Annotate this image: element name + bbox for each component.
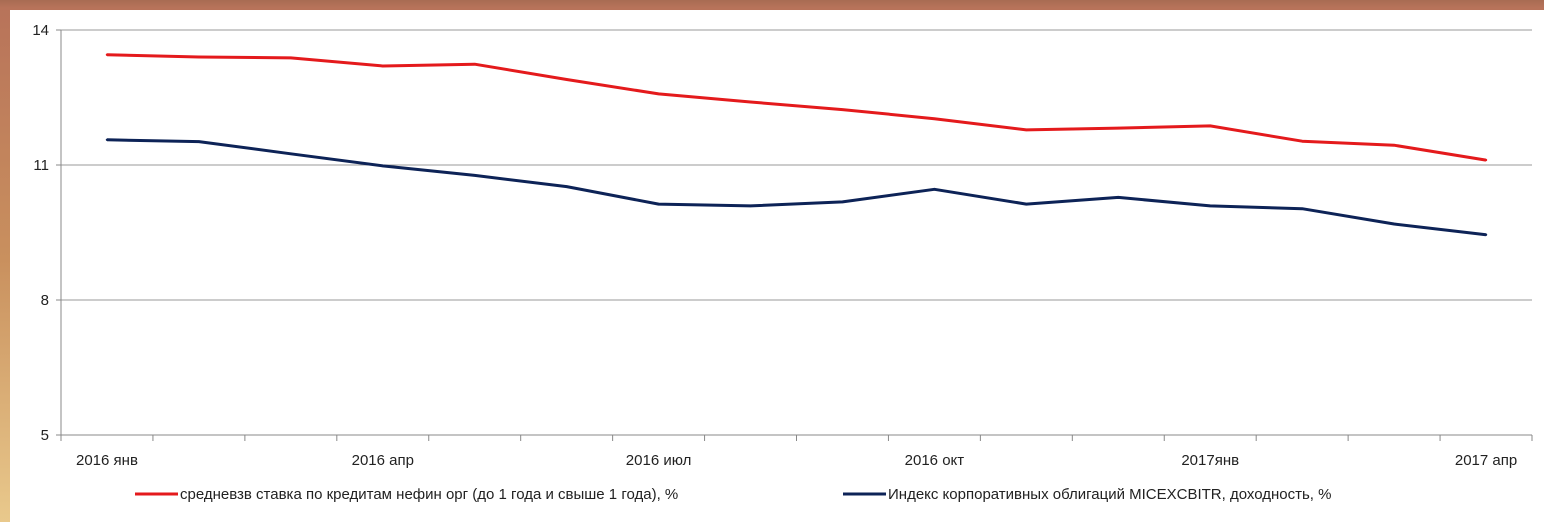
data-point bbox=[1025, 202, 1028, 206]
data-point bbox=[1117, 126, 1120, 130]
axes bbox=[56, 29, 1533, 441]
y-axis-tick-labels: 14 11 8 5 bbox=[32, 22, 49, 444]
data-point bbox=[565, 78, 568, 81]
data-point bbox=[473, 174, 476, 177]
data-point bbox=[381, 164, 384, 168]
x-tick-label: 2016 апр bbox=[352, 452, 414, 469]
series-lines bbox=[105, 53, 1488, 237]
data-point bbox=[1300, 139, 1304, 143]
data-point bbox=[197, 140, 201, 143]
data-point bbox=[841, 108, 844, 111]
legend-label-1: средневзв ставка по кредитам нефин орг (… bbox=[180, 486, 678, 503]
data-point bbox=[1025, 128, 1028, 132]
chart-panel: 14 11 8 5 2016 янв 2016 апр 2016 июл 2016 окт 2… bbox=[10, 10, 1544, 522]
x-axis-tick-labels: 2016 янв 2016 апр 2016 июл 2016 окт 2017янв 2… bbox=[76, 452, 1517, 469]
data-point bbox=[1209, 204, 1212, 208]
series-line-2 bbox=[106, 138, 1487, 237]
data-point bbox=[473, 63, 476, 66]
x-tick-label: 2016 июл bbox=[626, 452, 692, 469]
data-point bbox=[1392, 144, 1396, 147]
x-tick-label: 2016 окт bbox=[905, 452, 965, 469]
y-tick-label: 14 bbox=[32, 22, 49, 39]
data-point bbox=[289, 56, 293, 60]
data-point bbox=[933, 188, 936, 191]
data-point bbox=[105, 53, 109, 56]
data-point bbox=[381, 64, 384, 68]
y-tick-label: 5 bbox=[41, 427, 49, 444]
data-point bbox=[105, 138, 109, 141]
data-point bbox=[1484, 158, 1488, 162]
x-tick-label: 2017 апр bbox=[1455, 452, 1517, 469]
x-tick-label: 2017янв bbox=[1181, 452, 1239, 469]
data-point bbox=[289, 152, 293, 155]
data-point bbox=[1484, 233, 1488, 236]
series-line-1 bbox=[106, 53, 1487, 162]
data-point bbox=[197, 55, 201, 59]
data-point bbox=[933, 117, 936, 120]
data-point bbox=[565, 185, 568, 188]
data-point bbox=[1300, 207, 1304, 210]
data-point bbox=[1209, 124, 1212, 128]
legend-label-2: Индекс корпоративных облигаций MICEXCBIT… bbox=[888, 486, 1331, 503]
data-point bbox=[1392, 222, 1396, 226]
gridlines bbox=[61, 29, 1532, 301]
data-point bbox=[657, 202, 660, 206]
y-tick-label: 11 bbox=[33, 157, 49, 174]
data-point bbox=[1117, 196, 1120, 199]
legend: средневзв ставка по кредитам нефин орг (… bbox=[135, 486, 1331, 503]
data-point bbox=[749, 100, 752, 104]
data-point bbox=[657, 92, 660, 96]
data-point bbox=[841, 200, 844, 204]
x-tick-label: 2016 янв bbox=[76, 452, 138, 469]
data-point bbox=[749, 204, 752, 208]
y-tick-label: 8 bbox=[41, 292, 49, 309]
